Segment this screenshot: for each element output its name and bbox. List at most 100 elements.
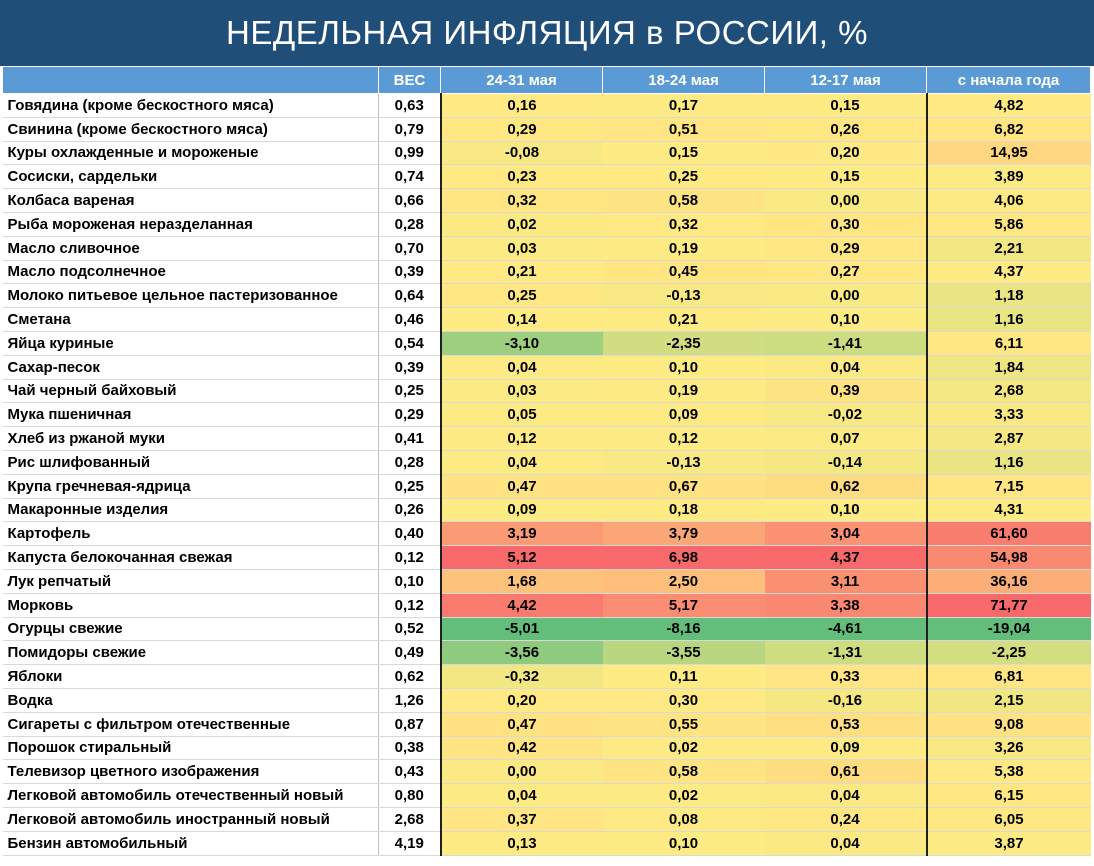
ytd-cell: 71,77 — [925, 593, 1091, 618]
week-1-cell: 0,32 — [440, 188, 603, 213]
column-header-item — [2, 66, 379, 94]
week-2-cell: 0,08 — [602, 807, 765, 832]
table-row: Макаронные изделия 0,26 0,09 0,18 0,10 4,31 — [2, 498, 1091, 523]
item-name-cell: Легковой автомобиль отечественный новый — [2, 783, 379, 808]
table-row: Сметана 0,46 0,14 0,21 0,10 1,16 — [2, 307, 1091, 332]
week-2-cell: 0,09 — [602, 402, 765, 428]
ytd-cell: 3,26 — [925, 736, 1091, 761]
weight-cell: 0,38 — [378, 736, 442, 761]
ytd-cell: 6,15 — [925, 783, 1091, 808]
table-row: Легковой автомобиль иностранный новый 2,6… — [2, 807, 1091, 832]
week-1-cell: 0,29 — [440, 117, 603, 142]
ytd-cell: 5,38 — [925, 759, 1091, 785]
item-name-cell: Бензин автомобильный — [2, 831, 379, 856]
table-row: Порошок стиральный 0,38 0,42 0,02 0,09 3,26 — [2, 736, 1091, 761]
week-2-cell: 3,79 — [602, 521, 765, 547]
week-2-cell: 0,51 — [602, 117, 765, 142]
weight-cell: 0,25 — [378, 379, 442, 404]
ytd-cell: 2,15 — [925, 688, 1091, 713]
ytd-cell: 6,82 — [925, 117, 1091, 142]
ytd-cell: 4,06 — [925, 188, 1091, 213]
table-row: Свинина (кроме бескостного мяса) 0,79 0,29… — [2, 117, 1091, 142]
ytd-cell: 3,89 — [925, 164, 1091, 190]
weight-cell: 0,28 — [378, 212, 442, 237]
table-row: Мука пшеничная 0,29 0,05 0,09 -0,02 3,33 — [2, 402, 1091, 428]
weight-cell: 0,41 — [378, 426, 442, 451]
column-header-weight: ВЕС — [378, 66, 441, 94]
table-row: Говядина (кроме бескостного мяса) 0,63 0,1… — [2, 93, 1091, 118]
week-1-cell: 0,37 — [440, 807, 603, 832]
weight-cell: 0,10 — [378, 569, 442, 594]
ytd-cell: -2,25 — [925, 640, 1091, 666]
column-header-week-1: 24-31 мая — [440, 66, 603, 94]
table-row: Капуста белокочанная свежая 0,12 5,12 6,98 4… — [2, 545, 1091, 570]
table-row: Яблоки 0,62 -0,32 0,11 0,33 6,81 — [2, 664, 1091, 689]
week-2-cell: -3,55 — [602, 640, 765, 666]
weight-cell: 0,28 — [378, 450, 442, 475]
ytd-cell: 1,16 — [925, 450, 1091, 475]
week-2-cell: 0,10 — [602, 355, 765, 380]
week-3-cell: 0,20 — [764, 141, 927, 166]
table-row: Водка 1,26 0,20 0,30 -0,16 2,15 — [2, 688, 1091, 713]
week-3-cell: 0,00 — [764, 188, 927, 213]
weight-cell: 0,62 — [378, 664, 442, 689]
ytd-cell: 4,31 — [925, 498, 1091, 523]
weight-cell: 1,26 — [378, 688, 442, 713]
week-1-cell: -5,01 — [440, 617, 603, 642]
week-3-cell: 0,61 — [764, 759, 927, 785]
week-1-cell: 0,02 — [440, 212, 603, 237]
week-3-cell: 0,15 — [764, 164, 927, 190]
week-2-cell: 0,58 — [602, 188, 765, 213]
week-3-cell: 0,24 — [764, 807, 927, 832]
week-3-cell: -1,31 — [764, 640, 927, 666]
table-body: Говядина (кроме бескостного мяса) 0,63 0,1… — [2, 93, 1091, 856]
weight-cell: 0,25 — [378, 474, 442, 499]
week-1-cell: -0,32 — [440, 664, 603, 689]
weight-cell: 0,46 — [378, 307, 442, 332]
item-name-cell: Куры охлажденные и мороженые — [2, 141, 379, 166]
week-3-cell: -0,16 — [764, 688, 927, 713]
ytd-cell: 6,81 — [925, 664, 1091, 689]
table-row: Помидоры свежие 0,49 -3,56 -3,55 -1,31 -2,25 — [2, 640, 1091, 666]
week-2-cell: 0,58 — [602, 759, 765, 785]
week-1-cell: -3,56 — [440, 640, 603, 666]
week-1-cell: 0,16 — [440, 93, 603, 118]
ytd-cell: 61,60 — [925, 521, 1091, 547]
week-1-cell: 0,20 — [440, 688, 603, 713]
week-2-cell: -2,35 — [602, 331, 765, 356]
week-2-cell: 6,98 — [602, 545, 765, 570]
weight-cell: 0,87 — [378, 712, 442, 737]
item-name-cell: Яблоки — [2, 664, 379, 689]
weight-cell: 0,70 — [378, 236, 442, 261]
week-1-cell: 0,12 — [440, 426, 603, 451]
table-row: Легковой автомобиль отечественный новый 0… — [2, 783, 1091, 808]
week-2-cell: 0,19 — [602, 236, 765, 261]
item-name-cell: Хлеб из ржаной муки — [2, 426, 379, 451]
ytd-cell: 7,15 — [925, 474, 1091, 499]
table-row: Яйца куриные 0,54 -3,10 -2,35 -1,41 6,11 — [2, 331, 1091, 356]
weight-cell: 0,79 — [378, 117, 442, 142]
table-row: Рис шлифованный 0,28 0,04 -0,13 -0,14 1,16 — [2, 450, 1091, 475]
week-3-cell: 0,00 — [764, 283, 927, 309]
week-1-cell: 0,13 — [440, 831, 603, 856]
week-3-cell: -1,41 — [764, 331, 927, 356]
column-header-week-3: 12-17 мая — [764, 66, 927, 94]
table-row: Телевизор цветного изображения 0,43 0,00 0,… — [2, 759, 1091, 785]
week-2-cell: 0,19 — [602, 379, 765, 404]
week-1-cell: 0,05 — [440, 402, 603, 428]
item-name-cell: Молоко питьевое цельное пастеризованное — [2, 283, 379, 309]
item-name-cell: Колбаса вареная — [2, 188, 379, 213]
item-name-cell: Яйца куриные — [2, 331, 379, 356]
week-1-cell: 0,00 — [440, 759, 603, 785]
week-3-cell: 0,33 — [764, 664, 927, 689]
column-header-week-2: 18-24 мая — [602, 66, 765, 94]
week-2-cell: 5,17 — [602, 593, 765, 618]
week-3-cell: 0,26 — [764, 117, 927, 142]
ytd-cell: 14,95 — [925, 141, 1091, 166]
week-3-cell: -0,14 — [764, 450, 927, 475]
table-row: Сигареты с фильтром отечественные 0,87 0,4… — [2, 712, 1091, 737]
table-row: Куры охлажденные и мороженые 0,99 -0,08 0,1… — [2, 141, 1091, 166]
ytd-cell: 5,86 — [925, 212, 1091, 237]
item-name-cell: Рис шлифованный — [2, 450, 379, 475]
item-name-cell: Огурцы свежие — [2, 617, 379, 642]
